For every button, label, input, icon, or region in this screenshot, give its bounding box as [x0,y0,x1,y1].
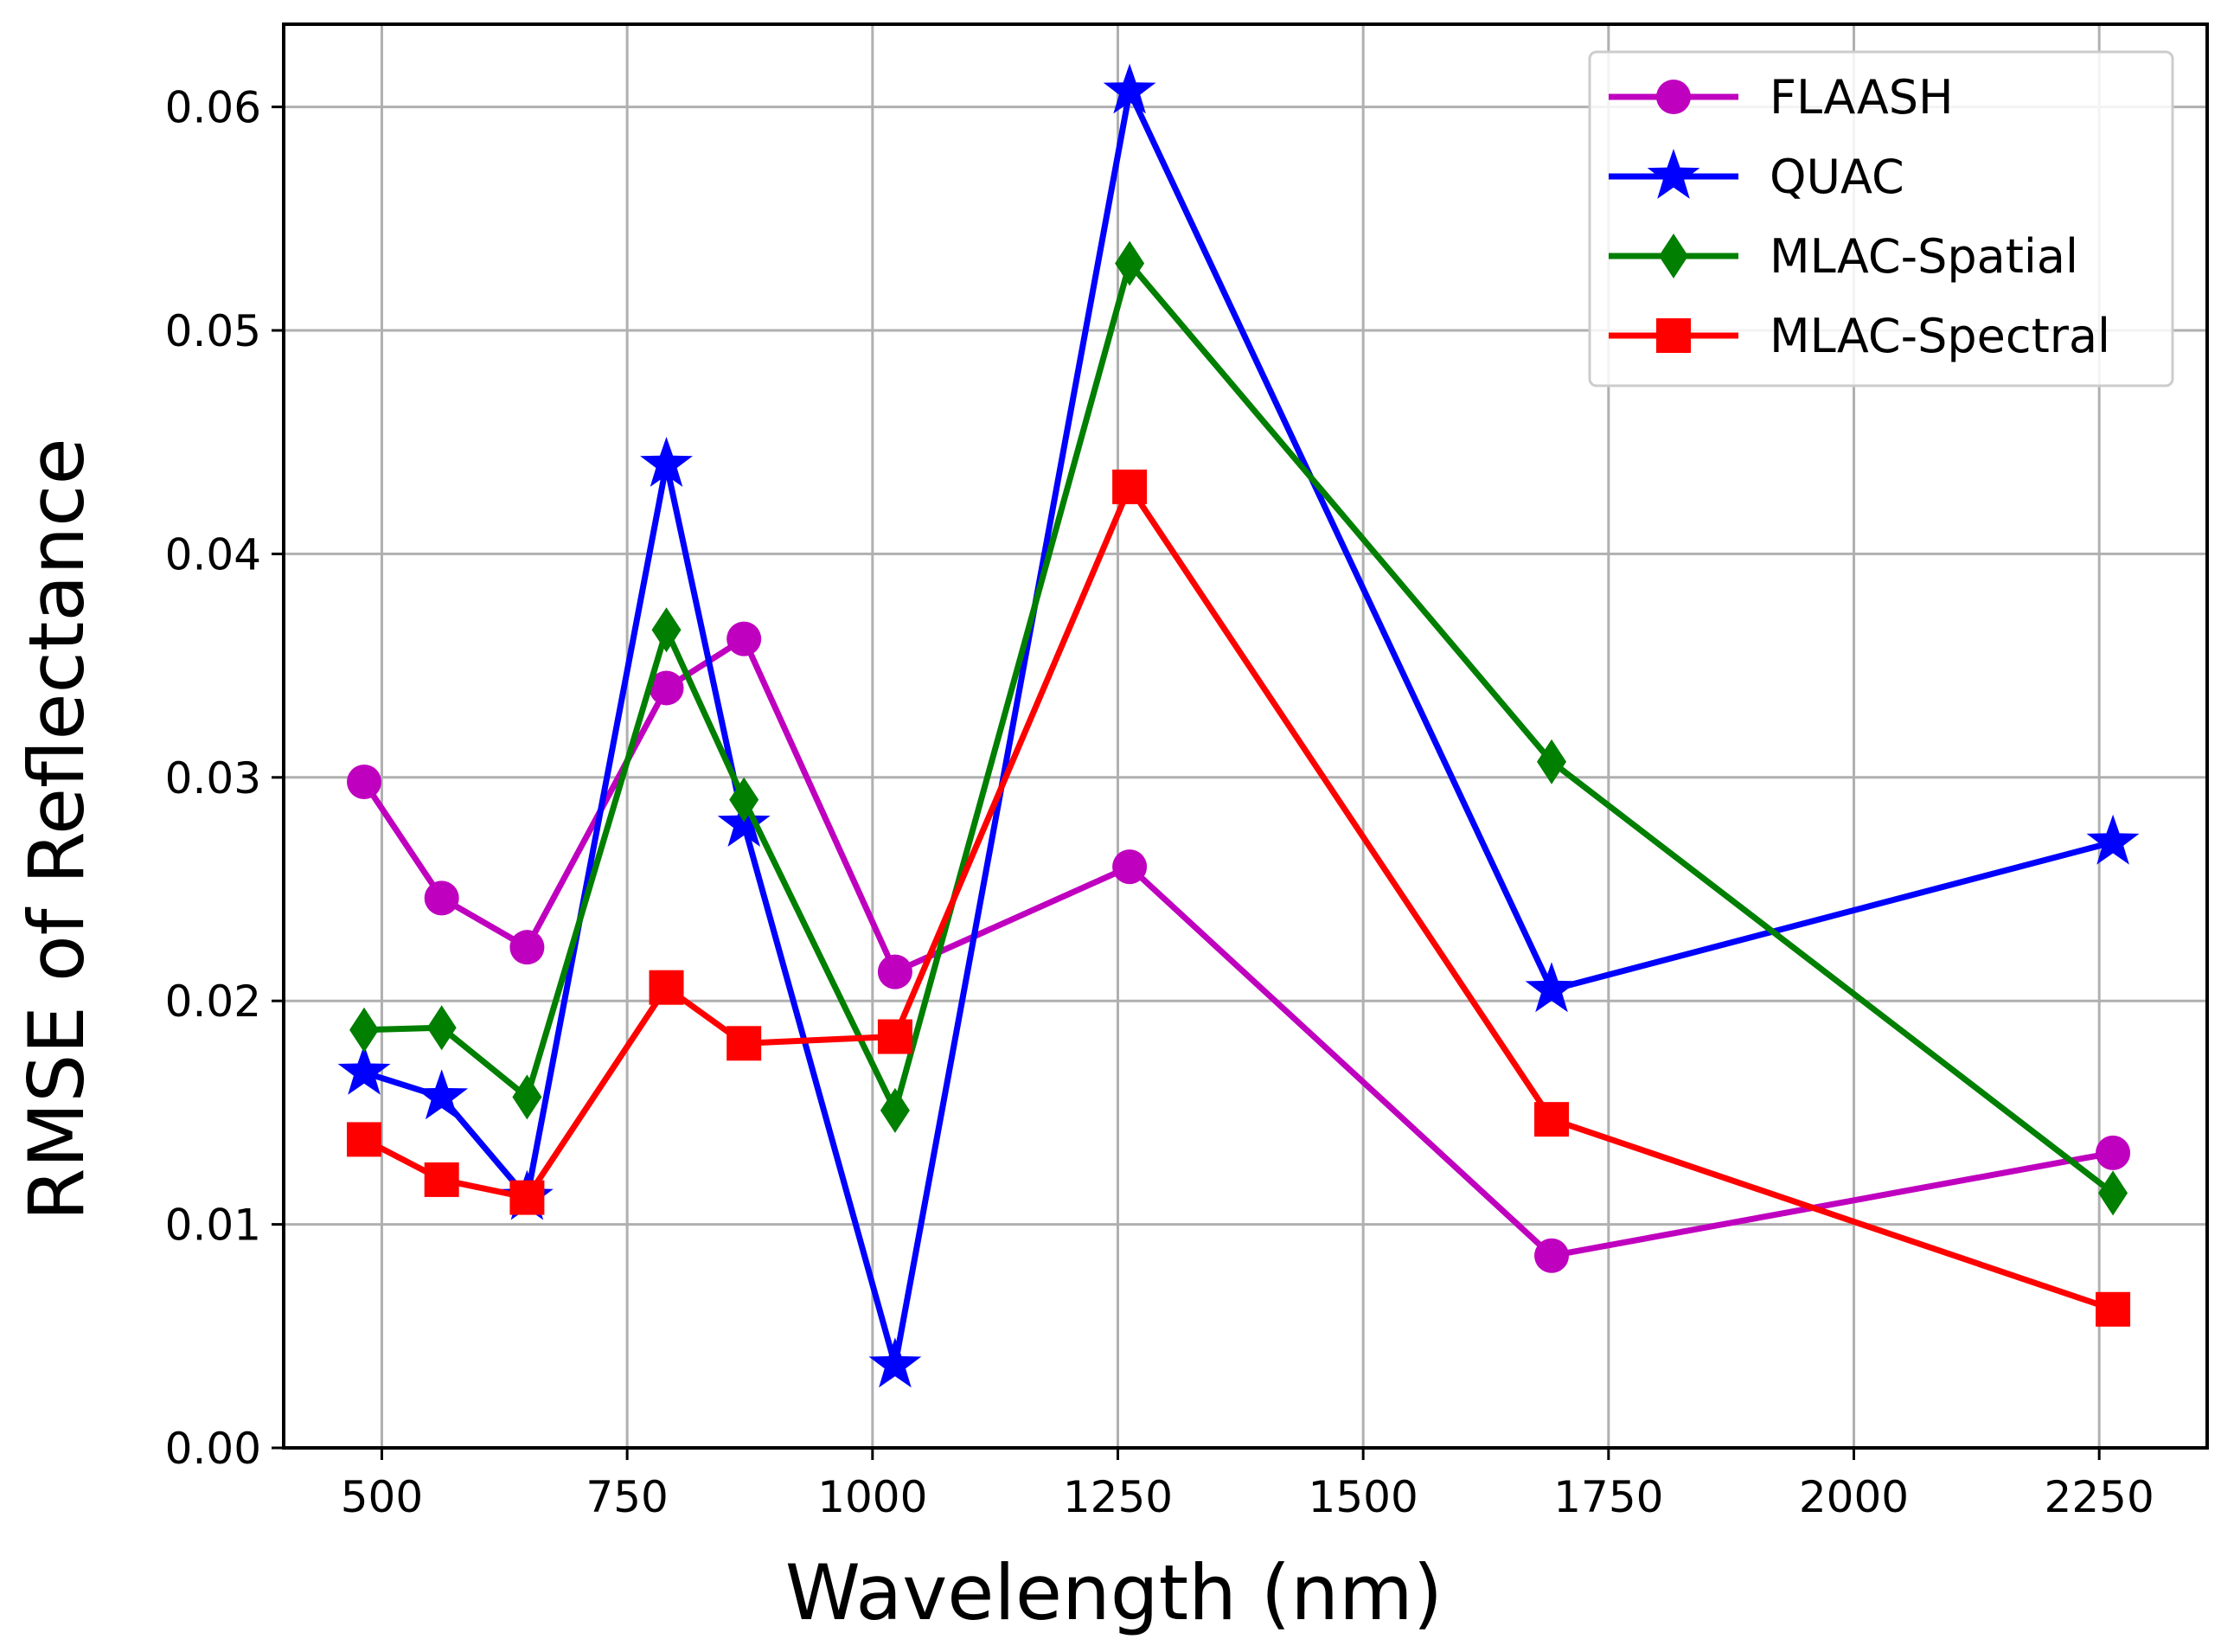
plot-frame [282,22,2209,1450]
series-layer [337,63,2140,1388]
data-point-flaash [1534,1238,1570,1273]
data-point-quac [2086,814,2140,865]
legend: FLAASH QUAC MLAC-Spatial MLAC-Spectral [1588,50,2174,387]
data-point-flaash [424,880,459,916]
data-point-flaash [726,621,762,656]
data-point-mlac-spectral [509,1180,545,1215]
data-point-quac [868,1337,922,1388]
legend-label-flaash: FLAASH [1770,70,1954,125]
data-point-flaash [347,764,382,799]
legend-marker-mlac-spatial [1659,234,1688,279]
series-flaash [347,621,2131,1273]
data-point-flaash [1112,849,1148,885]
x-tick-label: 1500 [1309,1472,1418,1522]
data-point-quac [1525,962,1578,1013]
x-axis-title: Wavelength (nm) [785,1548,1443,1637]
y-axis-ticks: 0.00 0.01 0.02 0.03 0.04 0.05 0.06 [165,83,284,1474]
data-point-mlac-spatial [512,1074,542,1120]
data-point-flaash [509,930,545,965]
x-axis-ticks: 500 750 1000 1250 1500 1750 2000 2250 [341,1448,2154,1522]
data-point-mlac-spatial [2098,1170,2128,1216]
data-point-mlac-spectral [347,1122,382,1157]
x-tick-label: 1000 [817,1472,927,1522]
data-point-mlac-spatial [349,1007,380,1053]
y-tick-label: 0.05 [165,306,261,356]
data-point-mlac-spectral [1534,1102,1570,1137]
data-point-mlac-spectral [877,1019,912,1054]
y-tick-label: 0.00 [165,1424,261,1474]
data-point-mlac-spectral [2096,1291,2131,1327]
data-point-mlac-spectral [726,1026,762,1061]
data-point-mlac-spectral [424,1162,459,1197]
data-point-flaash [2096,1135,2131,1170]
data-point-quac [337,1044,391,1095]
data-point-flaash [649,670,684,706]
y-tick-label: 0.01 [165,1201,261,1251]
data-point-mlac-spatial [426,1005,457,1051]
y-axis-title: RMSE of Reflectance [12,438,101,1220]
legend-marker-flaash [1656,80,1691,114]
legend-marker-quac [1647,149,1700,199]
data-point-mlac-spatial [1115,240,1145,286]
data-point-mlac-spatial [880,1087,910,1133]
legend-marker-mlac-spectral [1656,318,1691,353]
series-mlac-spectral [347,469,2131,1327]
x-tick-label: 500 [341,1472,423,1522]
data-point-mlac-spatial [729,777,759,823]
y-tick-label: 0.02 [165,976,261,1027]
x-tick-label: 1750 [1553,1472,1663,1522]
x-tick-label: 2000 [1799,1472,1909,1522]
data-point-mlac-spectral [649,970,684,1005]
x-tick-label: 750 [586,1472,668,1522]
y-tick-label: 0.04 [165,529,261,579]
y-tick-label: 0.06 [165,83,261,133]
legend-label-mlac-spectral: MLAC-Spectral [1770,309,2110,363]
data-point-quac [415,1069,469,1120]
legend-label-quac: QUAC [1770,150,1904,204]
data-point-mlac-spatial [1537,739,1567,784]
data-point-flaash [877,954,912,989]
legend-box [1588,50,2174,387]
data-point-quac [640,437,693,487]
x-tick-label: 1250 [1063,1472,1173,1522]
data-point-quac [1103,63,1156,114]
data-point-mlac-spatial [651,607,682,653]
series-mlac-spatial [349,240,2128,1216]
legend-label-mlac-spatial: MLAC-Spatial [1770,229,2078,284]
x-tick-label: 2250 [2045,1472,2154,1522]
y-tick-label: 0.03 [165,753,261,804]
data-point-mlac-spectral [1112,469,1148,504]
